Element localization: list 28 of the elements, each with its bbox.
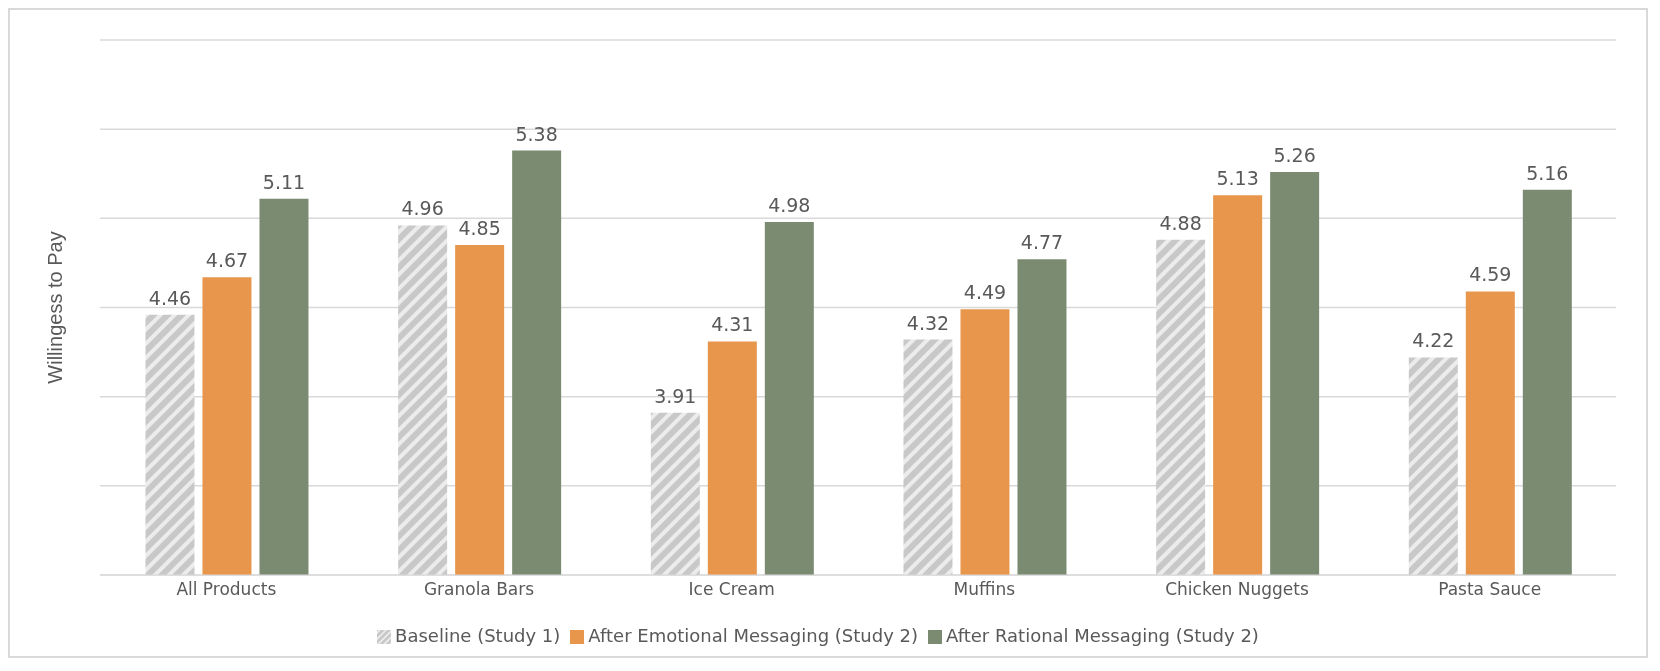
y-axis-title: Willingess to Pay (44, 231, 67, 384)
data-label: 4.88 (1159, 211, 1202, 234)
x-tick-label: Ice Cream (688, 579, 775, 600)
data-label: 4.77 (1020, 231, 1064, 254)
data-label: 4.67 (205, 249, 249, 272)
data-label: 4.31 (711, 313, 754, 336)
data-label: 4.85 (458, 217, 501, 240)
data-label: 5.11 (262, 170, 306, 193)
data-label: 3.91 (654, 384, 697, 407)
data-label: 5.13 (1216, 167, 1259, 190)
legend-label: After Rational Messaging (Study 2) (946, 625, 1259, 646)
data-label: 4.22 (1412, 329, 1455, 352)
data-label: 4.59 (1469, 263, 1512, 286)
data-label: 4.32 (906, 311, 950, 334)
data-label: 5.38 (515, 122, 558, 145)
data-label: 4.98 (768, 193, 811, 216)
data-label: 4.49 (963, 281, 1007, 304)
data-label: 5.26 (1273, 143, 1316, 166)
x-tick-label: Chicken Nuggets (1165, 579, 1309, 600)
x-tick-label: Muffins (953, 579, 1016, 600)
legend-label: After Emotional Messaging (Study 2) (588, 625, 918, 646)
legend-label: Baseline (Study 1) (395, 625, 561, 646)
data-label: 4.46 (148, 286, 192, 309)
x-tick-label: Granola Bars (423, 579, 535, 600)
data-label: 5.16 (1526, 161, 1569, 184)
x-tick-label: All Products (176, 579, 277, 600)
x-tick-label: Pasta Sauce (1438, 579, 1542, 600)
data-label: 4.96 (401, 197, 444, 220)
